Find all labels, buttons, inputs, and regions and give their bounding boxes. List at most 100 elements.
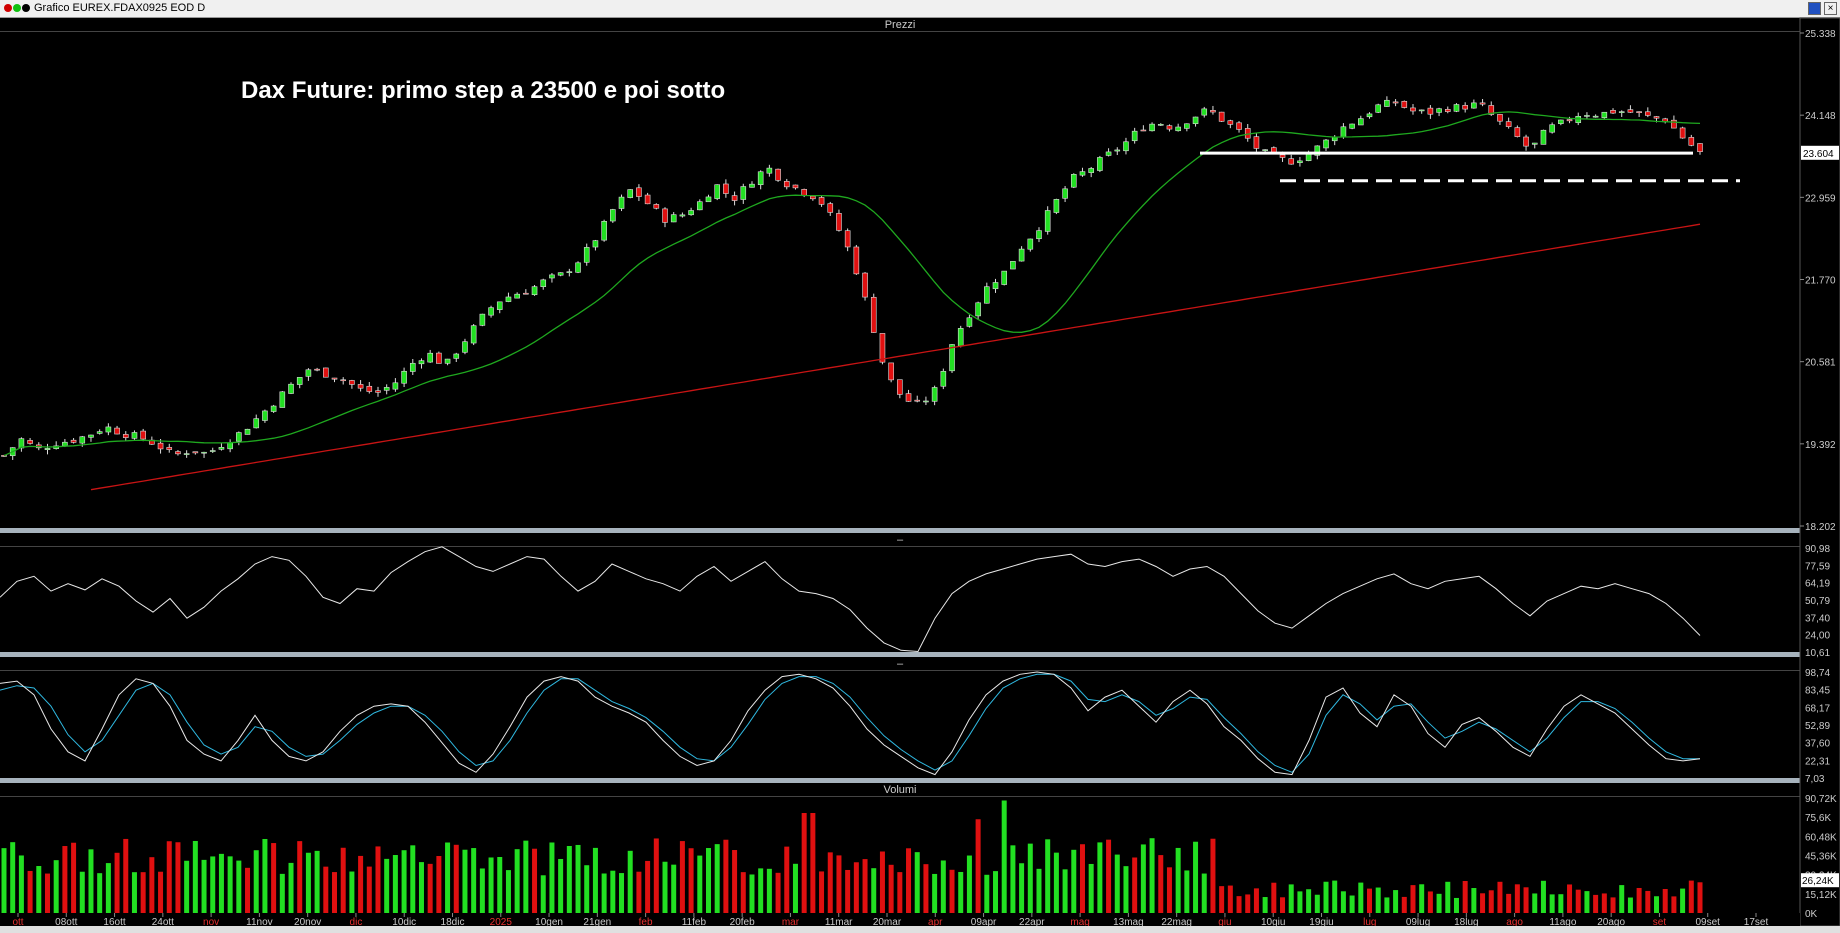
status-bar <box>0 926 1840 933</box>
price-panel <box>1 96 1740 491</box>
volume-bar <box>1401 896 1407 913</box>
candle-body <box>357 384 364 389</box>
x-tick-label: 21gen <box>583 917 611 928</box>
candle-body <box>1323 139 1329 149</box>
candle-body <box>1671 119 1677 129</box>
price-tick-label: 25.338 <box>1805 29 1836 40</box>
candle-body <box>1679 127 1686 139</box>
rsi-tick-label: 90,98 <box>1805 544 1830 555</box>
candle-body <box>1018 248 1025 262</box>
candle-body <box>1549 124 1555 133</box>
candle-body <box>253 418 260 429</box>
panel-splitter[interactable] <box>0 652 1840 657</box>
volume-bar <box>819 871 825 913</box>
price-panel-title: Prezzi <box>884 19 916 31</box>
candle-body <box>288 383 294 394</box>
volume-bar <box>984 874 990 913</box>
candle-body <box>340 379 347 382</box>
panel-splitter[interactable] <box>0 778 1840 783</box>
rsi-tick-label: 24,00 <box>1805 631 1830 642</box>
candle-body <box>1349 123 1355 129</box>
stoch-tick-label: 52,89 <box>1805 721 1830 732</box>
volume-bar <box>740 872 746 913</box>
x-tick-label: feb <box>639 917 653 928</box>
candle-body <box>1010 261 1016 270</box>
candle-body <box>1305 153 1312 162</box>
candle-body <box>1070 174 1077 188</box>
candle-body <box>992 282 999 290</box>
candle-body <box>1027 238 1034 250</box>
volume-bar <box>575 844 581 913</box>
volume-bar <box>271 843 277 913</box>
volume-bar <box>923 864 929 913</box>
candle-body <box>897 379 903 395</box>
panel-splitter[interactable] <box>0 528 1840 533</box>
candle-body <box>70 439 77 443</box>
volume-bar <box>1314 894 1320 913</box>
stoch-tick-label: 68,17 <box>1805 703 1830 714</box>
candle-body <box>1358 118 1364 126</box>
stoch-tick-label: 83,45 <box>1805 686 1830 697</box>
x-tick-label: 19giu <box>1309 917 1333 928</box>
candle-body <box>1201 108 1208 116</box>
window-close-dot[interactable] <box>4 4 12 12</box>
candle-body <box>383 387 390 391</box>
candle-body <box>1297 160 1303 164</box>
window-menu-dot[interactable] <box>22 4 30 12</box>
volume-bar <box>906 848 912 913</box>
restore-button[interactable] <box>1808 2 1821 15</box>
candle-body <box>1653 116 1660 119</box>
volume-bar <box>123 838 129 913</box>
volume-bar <box>592 847 598 913</box>
volume-bar <box>993 871 999 913</box>
x-tick-label: 10dic <box>392 917 416 928</box>
candle-body <box>801 189 807 196</box>
volume-bar <box>131 872 137 913</box>
volume-bar <box>1497 881 1503 913</box>
candle-body <box>1036 230 1042 240</box>
candle-body <box>444 358 451 364</box>
last-price-box <box>1801 145 1839 160</box>
close-button[interactable]: × <box>1824 2 1837 15</box>
volume-bar <box>1645 890 1651 913</box>
volume-bar <box>1488 890 1494 913</box>
candle-body <box>749 183 755 188</box>
volume-bar <box>1288 884 1294 913</box>
candle-body <box>1288 158 1295 165</box>
stoch-d-line <box>0 673 1700 773</box>
x-tick-label: 22apr <box>1019 917 1045 928</box>
candle-body <box>27 440 33 444</box>
volume-bar <box>1358 882 1364 913</box>
candle-body <box>1618 111 1625 113</box>
volume-bar <box>1210 838 1216 913</box>
volume-bar <box>166 841 172 913</box>
candle-body <box>1079 171 1086 176</box>
volume-bar <box>1697 882 1703 913</box>
stoch-tick-label: 98,74 <box>1805 668 1830 679</box>
volume-bar <box>1436 893 1442 913</box>
candle-body <box>557 272 564 276</box>
stoch-tick-label: 7,03 <box>1805 774 1825 785</box>
volume-bar <box>1140 844 1146 913</box>
volume-bar <box>1019 863 1025 913</box>
volume-bar <box>323 866 329 913</box>
candle-body <box>1166 125 1173 130</box>
volume-bar <box>1584 891 1590 913</box>
x-tick-label: 18lug <box>1454 917 1478 928</box>
volume-bar <box>645 860 651 913</box>
volume-bar <box>462 849 468 913</box>
candle-body <box>670 214 677 223</box>
window-maximize-dot[interactable] <box>13 4 21 12</box>
volume-bar <box>97 873 103 913</box>
volume-bar <box>27 870 33 913</box>
candle-body <box>1175 126 1181 132</box>
candle-body <box>1157 124 1164 126</box>
volume-bar <box>62 846 68 913</box>
volume-bar <box>1627 897 1633 913</box>
volume-bar <box>966 855 972 913</box>
candle-body <box>1401 100 1408 108</box>
candle-body <box>1123 141 1129 152</box>
volume-bar <box>627 850 633 913</box>
candle-body <box>818 197 825 205</box>
